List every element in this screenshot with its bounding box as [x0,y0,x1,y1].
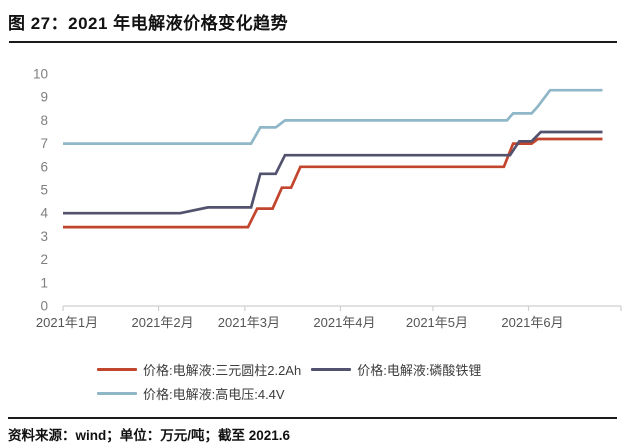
legend-swatch-red-line [97,368,137,371]
x-axis-month-label: 2021年4月 [313,315,375,330]
title-underline [9,41,617,43]
x-axis-month-label: 2021年6月 [501,315,563,330]
legend-item-linsuantieli: 价格:电解液:磷酸铁锂 [311,360,481,379]
series-line-1 [63,130,603,215]
y-axis-tick-label: 9 [40,90,48,105]
y-axis-tick-label: 2 [40,252,48,267]
y-axis-tick-label: 3 [40,229,48,244]
legend-label: 价格:电解液:磷酸铁锂 [357,363,482,378]
y-axis-tick-label: 8 [40,113,48,128]
legend-swatch-lightblue-line [97,392,137,395]
legend-item-gaodianya-4-4v: 价格:电解液:高电压:4.4V [97,384,285,403]
x-axis-month-label: 2021年5月 [406,315,468,330]
legend-item-sanyuan-2-2ah: 价格:电解液:三元圆柱2.2Ah [97,360,301,379]
x-axis-month-label: 2021年1月 [36,315,98,330]
y-axis-tick-label: 5 [40,183,48,198]
legend-row-1: 价格:电解液:三元圆柱2.2Ah 价格:电解液:磷酸铁锂 [97,360,481,379]
y-axis-tick-label: 7 [40,136,48,151]
source-note: 资料来源：wind；单位：万元/吨；截至 2021.6 [8,428,291,443]
series-line-2 [63,88,603,145]
price-trend-chart: 0 1 2 3 4 5 6 7 8 9 10 2021年1月 2021年2月 2021年3月 2021年4月… [33,67,622,330]
y-axis-tick-label: 1 [40,275,48,290]
chart-legend: 价格:电解液:三元圆柱2.2Ah 价格:电解液:磷酸铁锂 价格:电解液:高电压:… [97,360,481,403]
y-axis-tick-label: 4 [40,206,48,221]
legend-row-2: 价格:电解液:高电压:4.4V [97,384,481,403]
x-axis-month-label: 2021年3月 [218,315,280,330]
series-line-0 [63,137,603,229]
legend-swatch-dark-line [311,368,352,371]
page-title: 图 27：2021 年电解液价格变化趋势 [8,14,289,33]
y-axis-tick-label: 6 [40,159,48,174]
x-axis-month-label: 2021年2月 [131,315,193,330]
footer-rule [8,417,617,419]
y-axis-tick-label: 10 [33,67,48,82]
legend-label: 价格:电解液:高电压:4.4V [143,387,285,402]
y-axis-tick-label: 0 [40,299,48,314]
legend-label: 价格:电解液:三元圆柱2.2Ah [143,363,302,378]
